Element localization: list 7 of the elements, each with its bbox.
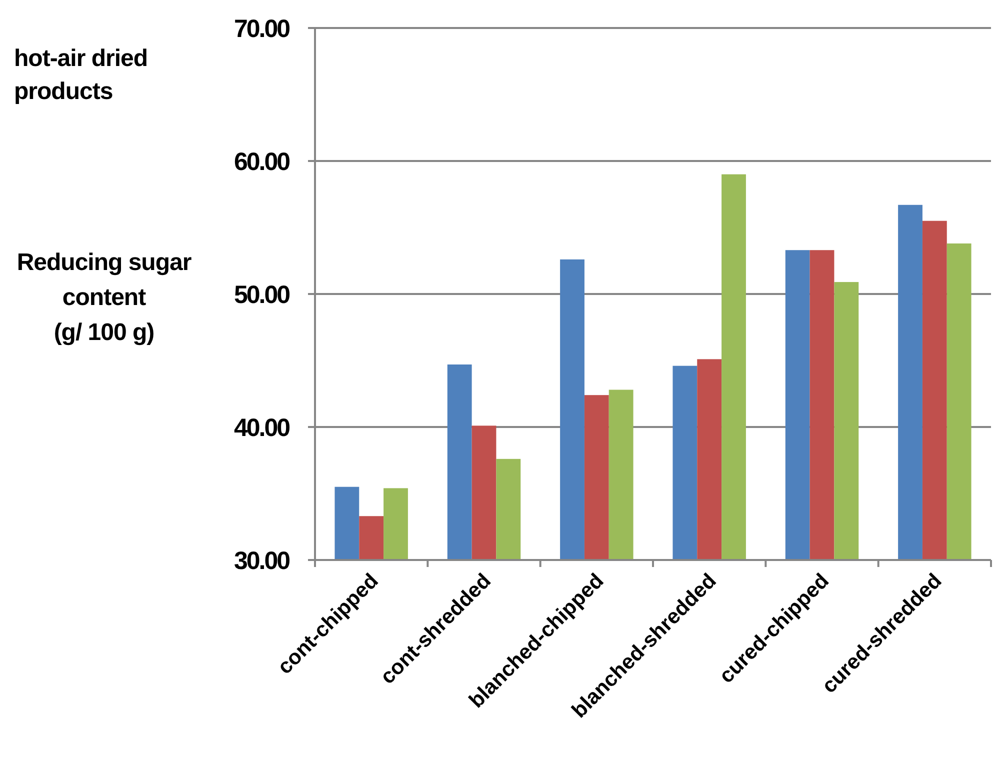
- y-tick-label: 30.00: [234, 546, 290, 575]
- y-tick-label: 40.00: [234, 414, 290, 442]
- y-axis-title: Reducing sugar content (g/ 100 g): [16, 249, 192, 346]
- y-tick-label: 50.00: [234, 280, 290, 309]
- y-tick-label: 60.00: [234, 148, 290, 176]
- y-tick-label: 70.00: [234, 14, 290, 43]
- text: hot-air dried products: [14, 45, 148, 105]
